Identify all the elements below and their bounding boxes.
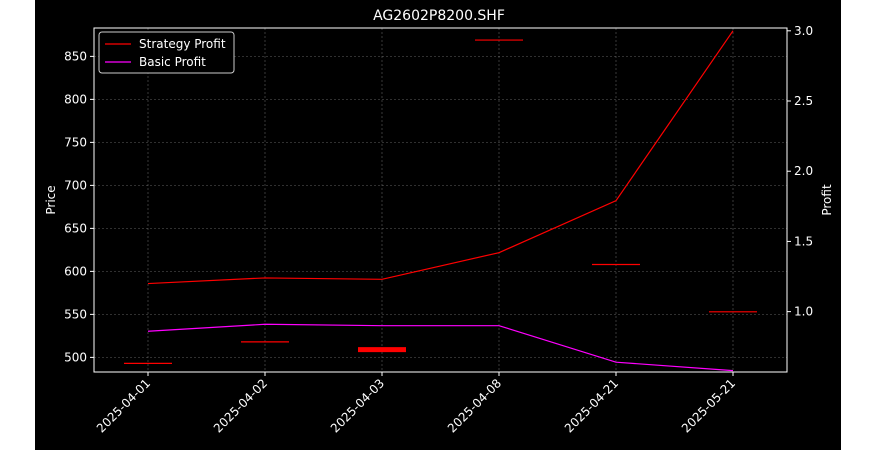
series-line-basic-profit <box>147 323 734 372</box>
y-tick-label: 800 <box>64 92 87 106</box>
plot-frame <box>93 27 788 373</box>
y-tick-label: 700 <box>64 178 87 192</box>
y2-tick-label: 1.5 <box>794 234 813 248</box>
series-lines <box>147 30 734 372</box>
y2-tick-label: 3.0 <box>794 24 813 38</box>
y2-tick-label: 2.5 <box>794 94 813 108</box>
chart-title: AG2602P8200.SHF <box>373 8 505 24</box>
legend: Strategy Profit Basic Profit <box>98 31 235 74</box>
legend-box <box>98 31 235 74</box>
y-tick-label: 500 <box>64 350 87 364</box>
y-tick-label: 850 <box>64 49 87 63</box>
series-line-strategy-profit <box>147 30 734 285</box>
y2-tick-label: 2.0 <box>794 164 813 178</box>
y-axis-right: 1.0 1.5 2.0 2.5 3.0 <box>787 24 813 319</box>
y2-axis-label: Profit <box>820 184 834 216</box>
price-marks <box>124 39 757 364</box>
y-tick-label: 750 <box>64 135 87 149</box>
legend-label-basic: Basic Profit <box>139 55 206 69</box>
legend-label-strategy: Strategy Profit <box>139 37 226 51</box>
y2-tick-label: 1.0 <box>794 305 813 319</box>
figure-background <box>35 0 841 450</box>
y-tick-label: 550 <box>64 307 87 321</box>
y-tick-label: 600 <box>64 264 87 278</box>
y-axis-left: 500 550 600 650 700 750 800 850 <box>64 49 94 364</box>
y-axis-label: Price <box>44 185 58 214</box>
y-tick-label: 650 <box>64 221 87 235</box>
